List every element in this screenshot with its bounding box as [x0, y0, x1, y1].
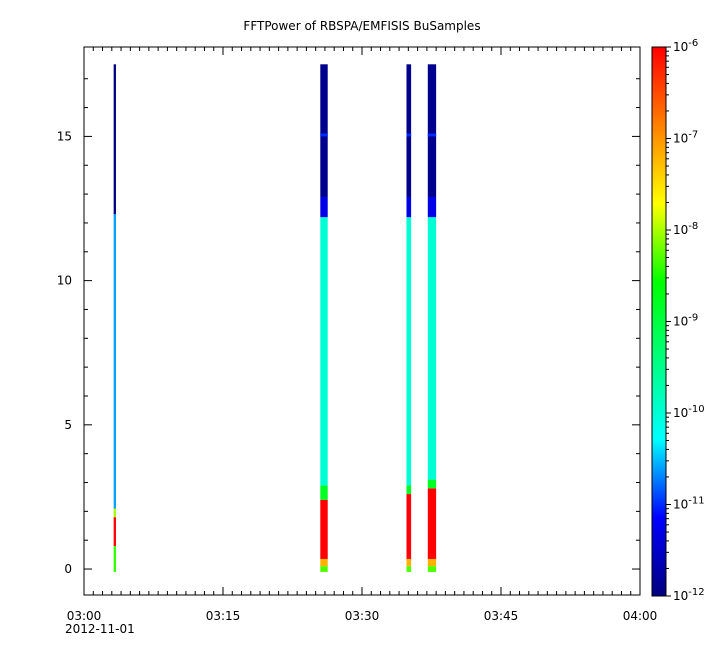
y-tick-label: 5 — [64, 418, 72, 432]
spectrogram-cell — [406, 494, 412, 559]
y-axis: 0 5 10 15 — [57, 78, 640, 576]
spectrogram-cell — [320, 558, 328, 567]
y-tick-label: 15 — [57, 129, 72, 143]
spectrogram-cell — [406, 485, 412, 495]
spectrogram-cell — [427, 217, 437, 480]
spectrogram-cell — [427, 64, 437, 197]
spectrogram-cell — [427, 196, 437, 218]
colorbar-tick-label: 10-9 — [673, 313, 698, 329]
spectrogram-cell — [320, 133, 328, 137]
spectrogram-cell — [406, 566, 412, 572]
colorbar-tick-label: 10-12 — [673, 587, 705, 603]
spectrogram-cell — [320, 217, 328, 486]
x-tick-label: 04:00 — [623, 609, 658, 623]
colorbar-tick-label: 10-11 — [673, 496, 705, 512]
colorbar-tick-label: 10-8 — [673, 221, 698, 237]
spectrogram-column-0 — [113, 64, 116, 572]
spectrogram-cell — [320, 566, 328, 572]
colorbar-tick-label: 10-7 — [673, 130, 698, 146]
x-tick-label: 03:15 — [206, 609, 241, 623]
x-tick-label: 03:30 — [345, 609, 380, 623]
spectrogram-cell — [406, 133, 412, 137]
spectrogram-cell — [113, 517, 116, 546]
x-axis: 03:00 03:15 03:30 03:45 04:00 — [67, 47, 658, 623]
spectrogram-column-2 — [406, 64, 412, 572]
colorbar-tick-label: 10-6 — [673, 38, 698, 54]
spectrogram-cell — [427, 558, 437, 567]
spectrogram-cell — [406, 558, 412, 567]
spectrogram-cell — [406, 217, 412, 486]
spectrogram-cell — [113, 64, 116, 215]
colorbar-ticks: 10-6 10-7 10-8 10-9 10-10 10-11 10-12 — [666, 38, 705, 603]
spectrogram-cell — [113, 545, 116, 572]
y-tick-label: 0 — [64, 562, 72, 576]
chart-title: FFTPower of RBSPA/EMFISIS BuSamples — [243, 19, 480, 33]
colorbar-gradient — [651, 46, 667, 597]
spectrogram-cell — [427, 488, 437, 559]
x-tick-label: 03:00 — [67, 609, 102, 623]
spectrogram-cell — [320, 485, 328, 500]
spectrogram-cell — [320, 64, 328, 197]
x-axis-date-label: 2012-11-01 — [65, 622, 135, 636]
plot-area — [113, 64, 437, 572]
colorbar: 10-6 10-7 10-8 10-9 10-10 10-11 10-12 — [651, 38, 705, 603]
colorbar-tick-label: 10-10 — [673, 404, 705, 420]
spectrogram-column-3 — [427, 64, 437, 572]
spectrogram-cell — [427, 479, 437, 489]
spectrogram-column-1 — [320, 64, 328, 572]
spectrogram-cell — [320, 196, 328, 218]
spectrogram-cell — [427, 133, 437, 137]
spectrogram-cell — [406, 196, 412, 218]
spectrogram-cell — [427, 566, 437, 572]
y-tick-label: 10 — [57, 274, 72, 288]
spectrogram-cell — [406, 64, 412, 197]
spectrogram-cell — [320, 499, 328, 559]
spectrogram-cell — [113, 508, 116, 518]
spectrogram-cell — [113, 214, 116, 509]
x-tick-label: 03:45 — [484, 609, 519, 623]
plot-frame — [83, 46, 641, 596]
